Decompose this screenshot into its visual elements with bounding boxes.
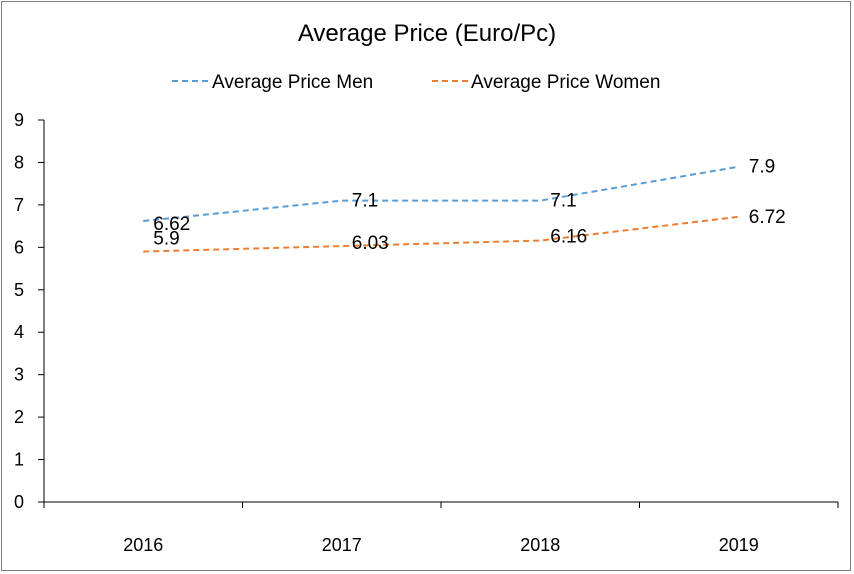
y-tick-label: 2 [14,407,24,427]
x-tick-label: 2016 [123,535,163,555]
legend: Average Price Men Average Price Women [172,72,660,93]
data-labels: 6.62 7.1 7.1 7.9 5.9 6.03 6.16 6.72 [153,157,785,254]
legend-label: Average Price Men [212,72,373,93]
y-tick-label: 6 [14,237,24,257]
data-label: 7.1 [550,191,576,212]
legend-label: Average Price Women [471,72,660,93]
y-tick-label: 9 [14,110,24,130]
y-tick-label: 4 [14,322,24,342]
y-tick-label: 5 [14,280,24,300]
x-tick-label: 2018 [520,535,560,555]
data-label: 6.62 [153,214,190,235]
axes: 0 1 2 3 4 5 6 7 8 9 2016 2017 2018 2019 [14,110,839,555]
data-label: 7.1 [352,191,378,212]
data-label: 5.9 [153,229,179,250]
y-tick-label: 1 [14,450,24,470]
chart-title: Average Price (Euro/Pc) [298,20,556,47]
y-tick-label: 0 [14,492,24,512]
series-layer [143,165,739,253]
legend-item: Average Price Women [432,72,660,93]
x-tick-label: 2019 [719,535,759,555]
data-label: 7.9 [749,157,775,178]
x-tick-label: 2017 [322,535,362,555]
legend-item: Average Price Men [172,72,373,93]
series-line-men [143,165,739,223]
data-label: 6.03 [352,233,389,254]
data-label: 6.72 [749,207,786,228]
y-tick-label: 8 [14,152,24,172]
y-tick-label: 7 [14,195,24,215]
data-label: 6.16 [550,227,587,248]
y-tick-label: 3 [14,365,24,385]
series-line-women [143,215,739,253]
